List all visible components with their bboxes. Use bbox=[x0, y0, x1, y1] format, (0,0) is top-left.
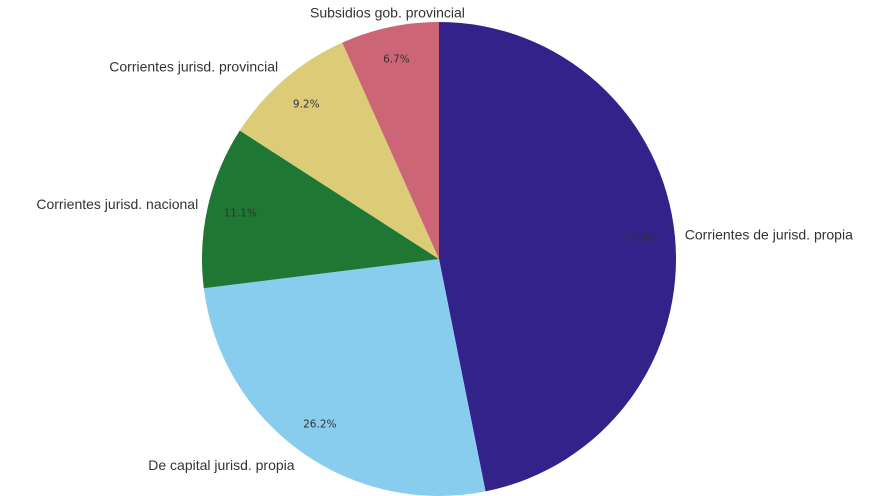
pie-percent-label-corrientes-jurisd-nacional: 11.1% bbox=[224, 208, 257, 220]
pie-category-label-de-capital-jurisd-propia: De capital jurisd. propia bbox=[148, 457, 295, 473]
pie-slices bbox=[202, 22, 677, 496]
pie-percent-labels: 46.9% 26.2% 11.1% 9.2% 6.7% bbox=[224, 54, 659, 431]
pie-slice-subsidios-gob-provincial bbox=[342, 22, 439, 259]
pie-percent-label-corrientes-de-jurisd-propia: 46.9% bbox=[625, 233, 658, 245]
pie-slice-corrientes-jurisd-provincial bbox=[239, 42, 439, 259]
pie-category-label-subsidios-gob-provincial: Subsidios gob. provincial bbox=[310, 4, 465, 20]
pie-category-label-corrientes-de-jurisd-propia: Corrientes de jurisd. propia bbox=[685, 227, 853, 243]
pie-percent-label-corrientes-jurisd-provincial: 9.2% bbox=[293, 98, 320, 110]
pie-slice-de-capital-jurisd-propia bbox=[203, 259, 486, 496]
pie-percent-label-de-capital-jurisd-propia: 26.2% bbox=[303, 418, 336, 430]
pie-slice-corrientes-de-jurisd-propia bbox=[439, 22, 677, 492]
pie-slice-corrientes-jurisd-nacional bbox=[202, 130, 439, 289]
pie-category-label-corrientes-jurisd-nacional: Corrientes jurisd. nacional bbox=[36, 196, 198, 212]
pie-percent-label-subsidios-gob-provincial: 6.7% bbox=[383, 54, 410, 66]
pie-category-labels: Corrientes de jurisd. propia De capital j… bbox=[36, 4, 853, 472]
pie-category-label-corrientes-jurisd-provincial: Corrientes jurisd. provincial bbox=[109, 59, 278, 75]
